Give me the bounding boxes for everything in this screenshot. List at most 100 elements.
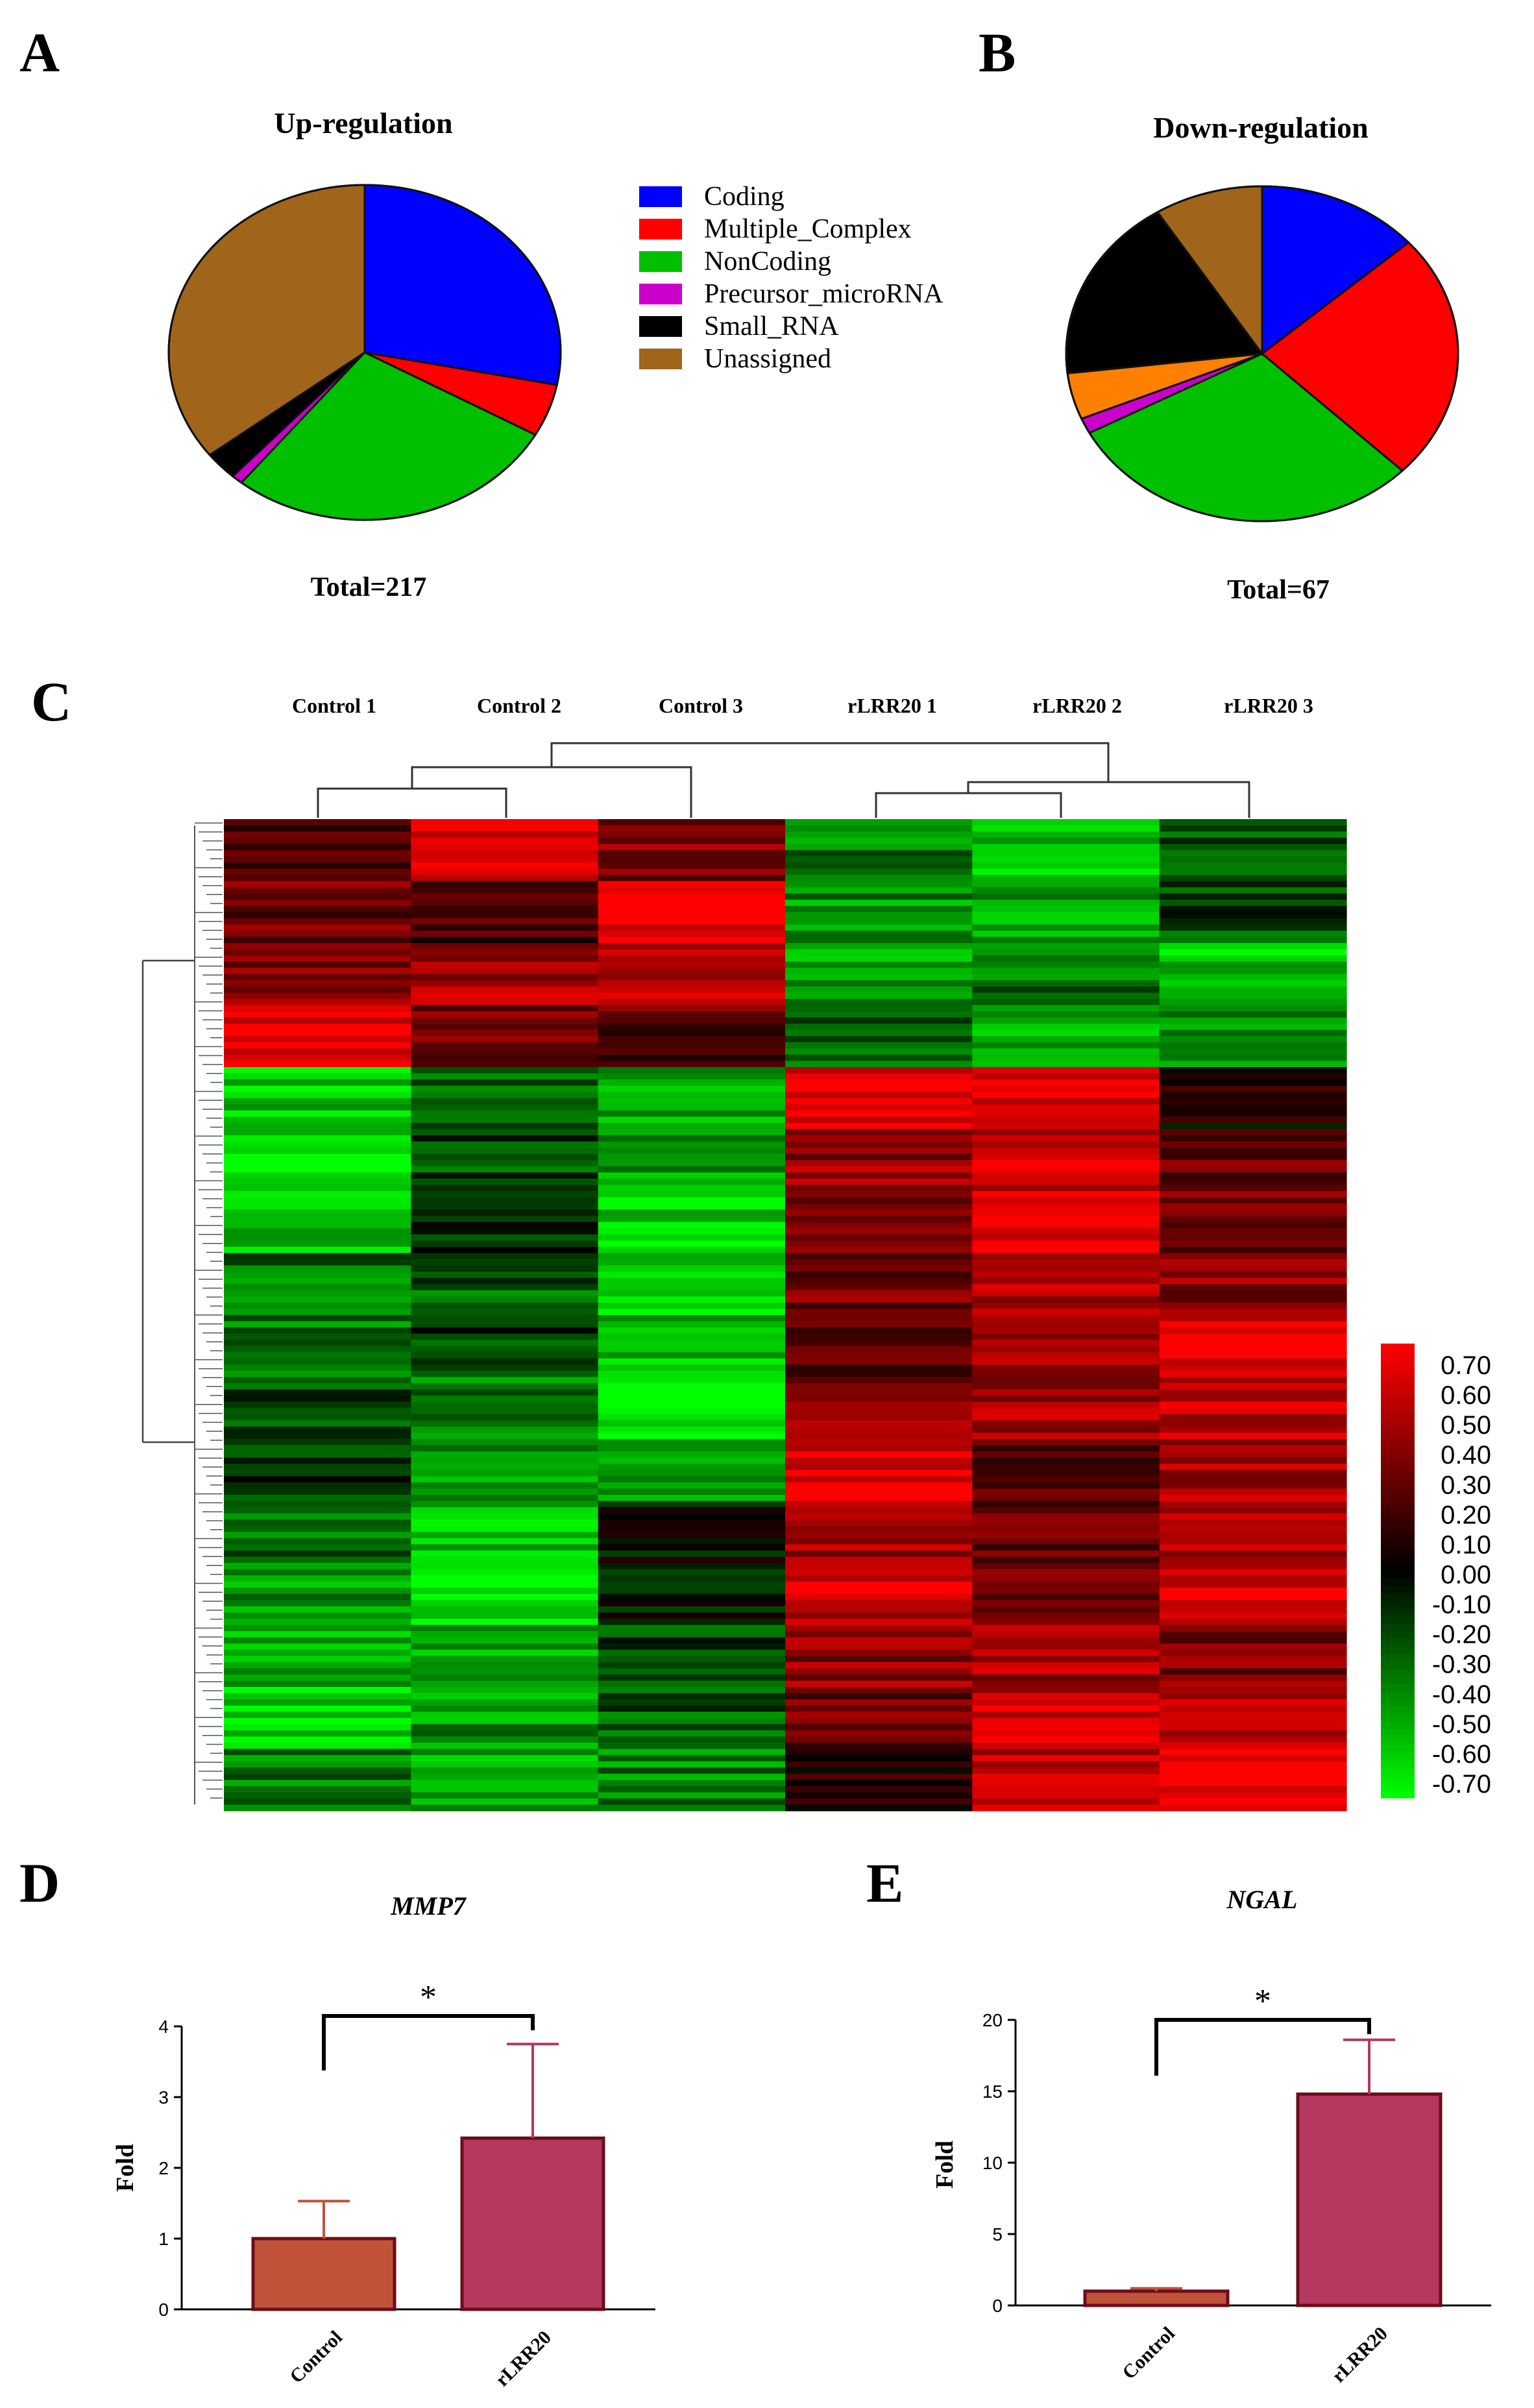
heatmap-cell bbox=[598, 1135, 786, 1142]
heatmap-cell bbox=[411, 1036, 599, 1043]
heatmap-cell bbox=[785, 943, 973, 950]
color-scale-step bbox=[1381, 1464, 1415, 1473]
heatmap-cell bbox=[411, 1606, 599, 1613]
heatmap-cell bbox=[598, 1246, 786, 1254]
heatmap-cell bbox=[598, 1730, 786, 1737]
heatmap-column-labels: Control 1 Control 2 Control 3 rLRR20 1 rLRR2… bbox=[292, 694, 1313, 717]
heatmap-cell bbox=[224, 1129, 411, 1136]
heatmap-cell bbox=[411, 1197, 599, 1204]
color-scale-step bbox=[1381, 1389, 1415, 1397]
heatmap-cell bbox=[598, 968, 786, 975]
heatmap-cell bbox=[1159, 1141, 1347, 1148]
heatmap-cell bbox=[598, 1767, 786, 1775]
color-scale-label: 0.70 bbox=[1441, 1351, 1491, 1380]
row-dendrogram bbox=[141, 822, 223, 1804]
heatmap-cell bbox=[785, 912, 973, 919]
heatmap-cell bbox=[224, 1464, 411, 1471]
heatmap-cell bbox=[598, 924, 786, 931]
heatmap-cell bbox=[785, 1172, 973, 1179]
heatmap-cell bbox=[972, 1389, 1160, 1396]
heatmap-cell bbox=[785, 1042, 973, 1049]
heatmap-cell bbox=[785, 1017, 973, 1024]
heatmap-cell bbox=[785, 1705, 973, 1712]
heatmap-cell bbox=[224, 1110, 411, 1117]
heatmap-cell bbox=[785, 1457, 973, 1464]
heatmap-cell bbox=[1159, 1321, 1347, 1328]
heatmap-cell bbox=[1159, 1272, 1347, 1279]
heatmap-cell bbox=[224, 1265, 411, 1272]
heatmap-cell bbox=[785, 1426, 973, 1434]
heatmap-cell bbox=[224, 1197, 411, 1204]
heatmap-cell bbox=[598, 1637, 786, 1644]
heatmap-cell bbox=[1159, 930, 1347, 938]
heatmap-cell bbox=[598, 1290, 786, 1297]
heatmap-cell bbox=[224, 918, 411, 925]
heatmap-cell bbox=[224, 1153, 411, 1161]
heatmap-cell bbox=[411, 1680, 599, 1688]
heatmap-cell bbox=[224, 1643, 411, 1651]
heatmap-cell bbox=[1159, 968, 1347, 975]
heatmap-cell bbox=[972, 1532, 1160, 1539]
row-dendrogram-trunk bbox=[141, 959, 195, 1444]
heatmap-column-label: rLRR20 3 bbox=[1224, 694, 1313, 717]
heatmap-cell bbox=[1159, 1191, 1347, 1198]
heatmap-cell bbox=[785, 831, 973, 839]
heatmap-cell bbox=[785, 1600, 973, 1607]
heatmap-cell bbox=[224, 1135, 411, 1142]
heatmap-cell bbox=[411, 1612, 599, 1619]
heatmap-cell bbox=[785, 905, 973, 913]
legend-swatch bbox=[639, 251, 682, 272]
heatmap-cell bbox=[598, 949, 786, 956]
heatmap-cell bbox=[411, 1315, 599, 1322]
y-tick-label: 20 bbox=[982, 2010, 1003, 2030]
heatmap-cell bbox=[224, 1631, 411, 1638]
heatmap-cell bbox=[598, 1259, 786, 1266]
heatmap-cell bbox=[411, 986, 599, 993]
heatmap-cell bbox=[598, 900, 786, 907]
heatmap-cell bbox=[972, 1017, 1160, 1024]
heatmap-cell bbox=[785, 1649, 973, 1656]
heatmap-cell bbox=[785, 1414, 973, 1421]
heatmap-cell bbox=[224, 1005, 411, 1012]
heatmap-cell bbox=[972, 1308, 1160, 1316]
heatmap-cell bbox=[411, 1631, 599, 1638]
heatmap-cell bbox=[785, 1209, 973, 1216]
heatmap-cell bbox=[598, 1110, 786, 1117]
heatmap-cell bbox=[224, 1203, 411, 1210]
heatmap-cell bbox=[785, 900, 973, 907]
heatmap-cell bbox=[411, 1749, 599, 1756]
heatmap-cell bbox=[224, 1024, 411, 1031]
heatmap-cell bbox=[598, 1308, 786, 1316]
heatmap-cell bbox=[1159, 1148, 1347, 1155]
heatmap-cell bbox=[411, 1792, 599, 1799]
color-scale-label: -0.50 bbox=[1432, 1710, 1491, 1739]
color-scale-step bbox=[1381, 1707, 1415, 1715]
heatmap-cell bbox=[785, 844, 973, 851]
heatmap-cell bbox=[411, 1742, 599, 1750]
heatmap-cell bbox=[598, 974, 786, 981]
heatmap-cell bbox=[785, 1717, 973, 1725]
heatmap-cell bbox=[411, 1333, 599, 1340]
heatmap-cell bbox=[598, 1476, 786, 1483]
heatmap-cell bbox=[785, 1222, 973, 1229]
heatmap-cell bbox=[972, 1153, 1160, 1161]
heatmap-cell bbox=[224, 1370, 411, 1378]
color-scale-step bbox=[1381, 1745, 1415, 1753]
heatmap-cell bbox=[598, 1079, 786, 1087]
heatmap-cell bbox=[972, 949, 1160, 956]
heatmap-cell bbox=[598, 1513, 786, 1520]
heatmap-cell bbox=[598, 1705, 786, 1712]
heatmap-cell bbox=[972, 1148, 1160, 1155]
heatmap-cell bbox=[224, 1563, 411, 1570]
y-tick-label: 2 bbox=[158, 2158, 169, 2178]
heatmap-cell bbox=[598, 1749, 786, 1756]
heatmap-cell bbox=[1159, 881, 1347, 888]
color-scale-label: 0.00 bbox=[1441, 1561, 1491, 1590]
heatmap-cell bbox=[598, 1606, 786, 1613]
heatmap-cell bbox=[411, 1185, 599, 1192]
heatmap-cell bbox=[1159, 992, 1347, 1000]
heatmap-cell bbox=[411, 1253, 599, 1260]
heatmap-cell bbox=[224, 1773, 411, 1780]
heatmap-cell bbox=[224, 1246, 411, 1254]
color-scale-label: -0.30 bbox=[1432, 1651, 1491, 1679]
